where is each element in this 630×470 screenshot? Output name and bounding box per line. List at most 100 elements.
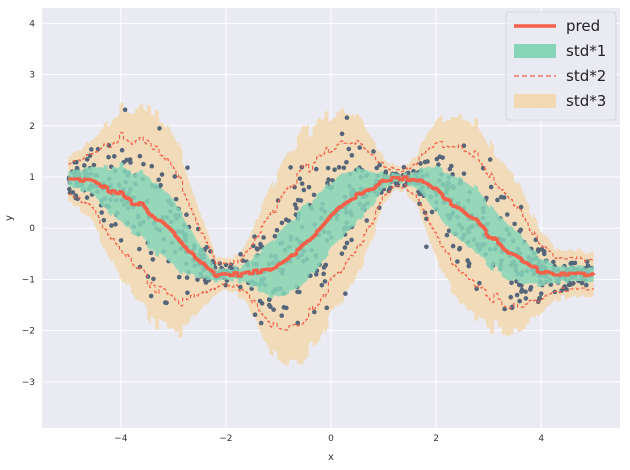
- legend: pred std*1 std*2 std*3: [505, 11, 617, 121]
- data-point: [274, 227, 280, 233]
- data-point: [455, 259, 460, 264]
- data-point: [376, 205, 382, 211]
- data-point: [422, 210, 428, 215]
- data-point: [279, 220, 285, 226]
- data-point: [319, 282, 325, 288]
- data-point: [81, 163, 87, 168]
- legend-label: pred: [566, 17, 600, 35]
- y-tick-label: 2: [29, 122, 35, 132]
- data-point: [279, 313, 285, 318]
- data-point: [173, 196, 179, 202]
- std1-area: [68, 162, 594, 299]
- data-point: [324, 305, 330, 311]
- data-point: [312, 309, 317, 315]
- data-point: [141, 161, 146, 167]
- std1-band: [68, 162, 594, 299]
- data-point: [457, 246, 462, 252]
- data-point: [568, 282, 573, 287]
- data-point: [584, 259, 590, 264]
- data-point: [424, 244, 429, 250]
- data-point: [542, 251, 547, 257]
- data-point: [446, 228, 452, 234]
- data-point: [551, 259, 556, 265]
- data-point: [299, 181, 305, 186]
- data-point: [523, 289, 528, 295]
- data-point: [266, 302, 272, 308]
- data-point: [514, 292, 520, 298]
- data-point: [425, 159, 430, 164]
- data-point: [311, 192, 317, 198]
- data-point: [498, 194, 504, 200]
- legend-swatch-std3: [514, 94, 556, 108]
- data-point: [388, 185, 393, 191]
- std2-lower-line: [68, 184, 595, 331]
- data-point: [569, 260, 574, 266]
- data-point: [295, 289, 300, 295]
- std2-upper-line: [68, 131, 595, 266]
- data-point: [313, 272, 319, 277]
- data-point: [343, 291, 348, 296]
- data-point: [364, 218, 370, 223]
- data-point: [371, 149, 376, 154]
- data-point: [156, 177, 162, 183]
- data-point: [297, 176, 303, 181]
- data-point: [67, 186, 72, 192]
- data-point: [495, 197, 500, 203]
- data-point: [101, 217, 107, 223]
- data-point: [325, 180, 330, 186]
- data-point: [509, 280, 514, 286]
- data-point: [322, 279, 328, 284]
- data-point: [137, 246, 142, 252]
- data-point: [204, 244, 210, 250]
- data-point: [344, 159, 349, 165]
- data-point: [119, 147, 125, 153]
- data-point: [148, 250, 154, 256]
- data-point: [539, 247, 545, 252]
- data-point: [109, 223, 114, 228]
- data-point: [184, 275, 190, 280]
- data-point: [185, 290, 190, 296]
- data-point: [284, 305, 289, 311]
- data-point: [349, 153, 355, 158]
- y-tick-label: 3: [29, 71, 35, 81]
- data-point: [519, 287, 525, 293]
- data-point: [255, 247, 260, 252]
- data-point: [87, 153, 93, 158]
- data-point: [84, 195, 90, 200]
- data-point: [465, 258, 470, 263]
- data-point: [508, 294, 514, 300]
- data-point: [523, 296, 529, 301]
- legend-label: std*2: [566, 67, 606, 85]
- data-point: [313, 166, 319, 172]
- data-point: [294, 205, 299, 211]
- data-point: [150, 257, 156, 262]
- pred-line: [67, 175, 596, 278]
- data-point: [344, 115, 350, 121]
- data-point: [321, 271, 326, 277]
- data-point: [195, 277, 200, 282]
- data-point: [306, 184, 312, 190]
- x-tick-label: −2: [219, 434, 232, 444]
- data-point: [444, 232, 450, 238]
- data-point: [172, 174, 178, 179]
- data-point: [238, 284, 243, 290]
- std2-lines: [68, 131, 595, 331]
- y-tick-label: 0: [29, 224, 35, 234]
- data-point: [518, 204, 524, 210]
- data-point: [341, 165, 347, 171]
- data-point: [584, 282, 589, 288]
- data-point: [301, 187, 307, 193]
- data-point: [325, 165, 331, 171]
- x-tick-label: −4: [114, 434, 128, 444]
- data-point: [512, 221, 517, 227]
- data-point: [267, 297, 272, 303]
- data-point: [295, 320, 301, 326]
- data-point: [84, 157, 90, 162]
- data-point: [158, 182, 163, 188]
- data-point: [99, 210, 105, 215]
- data-point: [344, 240, 350, 246]
- data-point: [323, 262, 329, 268]
- data-point: [176, 274, 182, 280]
- data-point: [504, 212, 510, 217]
